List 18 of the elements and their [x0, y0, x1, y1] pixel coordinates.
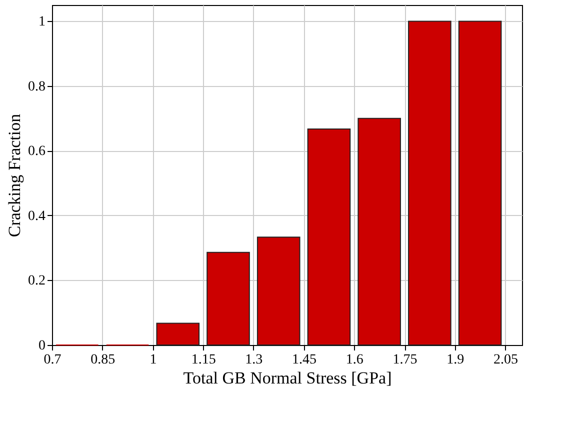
- x-tick-label: 1.75: [392, 352, 418, 368]
- x-tick-label: 0.7: [44, 352, 62, 368]
- y-tick-label: 0.2: [28, 274, 46, 289]
- x-tick-label: 1.15: [191, 352, 216, 368]
- y-axis-title: Cracking Fraction: [5, 113, 24, 238]
- y-tick-label: 1: [38, 14, 46, 30]
- y-tick-label: 0.4: [28, 208, 46, 224]
- x-tick-label: 1: [150, 352, 157, 368]
- x-tick-label: 1.9: [446, 352, 464, 368]
- y-tick-label: 0.8: [28, 79, 46, 94]
- x-tick-label: 2.05: [493, 352, 518, 368]
- y-tick-label: 0: [38, 338, 46, 354]
- x-tick-label: 0.85: [90, 352, 116, 368]
- x-axis-title: Total GB Normal Stress [GPa]: [183, 368, 392, 388]
- x-tick-label: 1.45: [292, 352, 317, 368]
- x-tick-label: 1.3: [245, 352, 263, 368]
- x-tick-label: 1.6: [346, 352, 364, 368]
- y-tick-label: 0.6: [28, 144, 46, 160]
